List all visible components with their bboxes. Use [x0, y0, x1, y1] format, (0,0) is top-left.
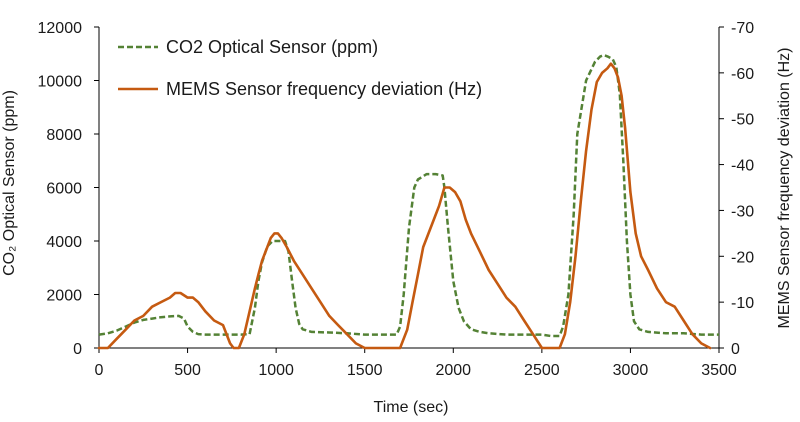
legend-label-mems: MEMS Sensor frequency deviation (Hz): [166, 79, 482, 99]
x-tick-label: 2500: [524, 362, 560, 379]
x-axis-title: Time (sec): [374, 399, 449, 416]
y-right-axis-title: MEMS Sensor frequency deviation (Hz): [776, 48, 793, 329]
x-tick-label: 1500: [347, 362, 383, 379]
series-line-co2: [98, 53, 719, 338]
y-left-axis-title: CO₂ Optical Sensor (ppm): [1, 90, 18, 276]
series-line-mems: [97, 62, 712, 350]
x-tick-label: 1000: [258, 362, 294, 379]
legend: CO2 Optical Sensor (ppm) MEMS Sensor fre…: [118, 37, 482, 99]
x-tick-label: 3500: [701, 362, 737, 379]
x-tick-label: 3000: [613, 362, 649, 379]
y-right-tick-label: -20: [731, 249, 754, 266]
x-tick-label: 500: [174, 362, 201, 379]
y-right-tick-label: -40: [731, 158, 754, 175]
y-left-tick-label: 8000: [46, 127, 82, 144]
y-left-tick-label: 12000: [38, 20, 83, 37]
y-right-tick-label: 0: [731, 341, 740, 358]
plot-area: 0 500 1000 1500 2000 2500 3000 3500 0 2000 4000 600…: [38, 20, 755, 379]
y-left-tick-label: 4000: [46, 234, 82, 251]
y-left-tick-label: 2000: [46, 288, 82, 305]
legend-label-co2: CO2 Optical Sensor (ppm): [166, 37, 378, 57]
y-right-tick-label: -60: [731, 66, 754, 83]
x-tick-label: 2000: [435, 362, 471, 379]
y-right-tick-label: -10: [731, 295, 754, 312]
y-left-tick-label: 0: [73, 341, 82, 358]
y-right-tick-label: -70: [731, 20, 754, 37]
y-left-tick-label: 10000: [38, 74, 83, 91]
y-left-tick-label: 6000: [46, 181, 82, 198]
y-right-tick-label: -50: [731, 112, 754, 129]
x-tick-label: 0: [95, 362, 104, 379]
y-right-tick-label: -30: [731, 203, 754, 220]
